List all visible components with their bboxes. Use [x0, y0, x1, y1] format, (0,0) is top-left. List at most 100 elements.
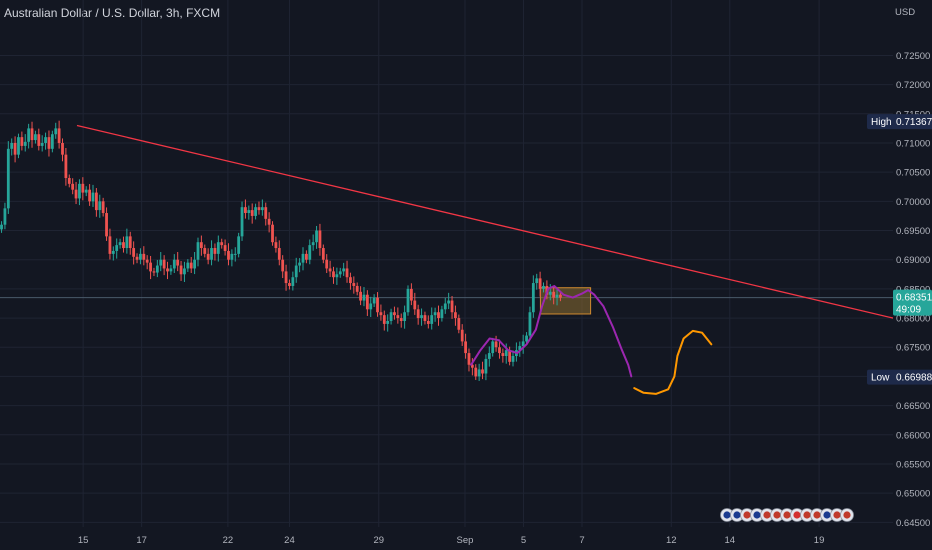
candle [139, 248, 142, 265]
candle [250, 203, 254, 224]
candle [447, 292, 451, 310]
svg-text:0.71367: 0.71367 [896, 117, 932, 128]
candle [491, 337, 495, 357]
candle [277, 240, 281, 266]
candle [6, 141, 10, 214]
flag-au-icon[interactable] [730, 508, 744, 522]
candle [98, 194, 102, 218]
candle [84, 186, 88, 197]
candle [386, 314, 390, 332]
price-tick-label: 0.72500 [896, 51, 930, 62]
candle [230, 249, 234, 267]
candle [437, 305, 440, 326]
candle [271, 221, 274, 246]
candle [454, 305, 457, 326]
candle [179, 260, 183, 281]
forecast-path-purple[interactable] [470, 285, 596, 366]
candle [426, 315, 430, 329]
flag-us-icon[interactable] [830, 508, 844, 522]
candle [145, 255, 149, 270]
svg-text:49:09: 49:09 [896, 305, 921, 316]
price-axis-bg [893, 0, 932, 550]
candle [223, 239, 227, 256]
candle [47, 130, 51, 157]
candle [555, 288, 559, 306]
candle [355, 282, 359, 296]
high-tag: High 0.71367 [867, 114, 932, 130]
candle [464, 333, 467, 359]
candle [91, 184, 95, 207]
candle [81, 177, 85, 201]
time-tick-label: 24 [284, 535, 295, 546]
price-tick-label: 0.65000 [896, 489, 930, 500]
last-price-tag: 0.68351 49:09 [893, 289, 932, 316]
forecast-paths[interactable] [470, 285, 713, 395]
price-tick-label: 0.71000 [896, 138, 930, 149]
candle [518, 341, 522, 357]
svg-text:0.68351: 0.68351 [896, 293, 932, 304]
candle [88, 184, 92, 206]
supply-zone [539, 287, 592, 315]
candle [511, 350, 515, 367]
candle [115, 238, 119, 259]
candle [240, 201, 244, 241]
candle [352, 276, 356, 294]
flag-us-icon[interactable] [770, 508, 784, 522]
candle [257, 201, 261, 215]
forecast-path-orange[interactable] [633, 329, 713, 395]
candle [254, 203, 257, 220]
candle [481, 361, 484, 380]
candle [220, 238, 224, 249]
candle [74, 181, 78, 205]
candle [420, 308, 423, 326]
flag-us-icon[interactable] [760, 508, 774, 522]
time-axis[interactable]: 15 17 22 24 29 Sep 5 7 12 14 19 [78, 535, 825, 546]
candle [430, 307, 434, 330]
candle [186, 259, 190, 272]
candle [159, 252, 163, 272]
candle [291, 271, 295, 291]
candle [108, 228, 112, 260]
candle [172, 254, 176, 274]
candle [552, 287, 556, 305]
forecast-path-purple-2[interactable] [593, 293, 633, 378]
candles [0, 120, 562, 381]
candle [487, 346, 491, 367]
candle [40, 135, 44, 152]
flag-au-icon[interactable] [750, 508, 764, 522]
flag-us-icon[interactable] [840, 508, 854, 522]
candle [298, 258, 302, 273]
candle [94, 188, 98, 217]
time-tick-label: 12 [666, 535, 677, 546]
candle [301, 247, 305, 271]
candle [288, 279, 291, 290]
event-markers[interactable] [720, 508, 854, 522]
candle [335, 267, 339, 285]
grid-lines [0, 0, 893, 527]
price-tick-label: 0.70500 [896, 168, 930, 179]
candle [233, 247, 237, 262]
candle [359, 286, 362, 306]
chart-title: Australian Dollar / U.S. Dollar, 3h, FXC… [4, 6, 221, 20]
candle [409, 283, 413, 306]
candle [206, 248, 210, 265]
candle [61, 138, 64, 162]
candle [318, 223, 322, 256]
candle [135, 253, 139, 264]
candle [227, 243, 230, 266]
candle [416, 304, 420, 325]
flag-us-icon[interactable] [800, 508, 814, 522]
candle [399, 313, 403, 328]
trendline[interactable] [76, 124, 894, 319]
svg-text:Low: Low [871, 373, 890, 384]
price-tick-label: 0.72000 [896, 80, 930, 91]
candle [142, 246, 146, 266]
candle [477, 363, 481, 381]
candle [535, 273, 539, 290]
candle [166, 261, 169, 280]
candle [321, 244, 325, 264]
candle [413, 292, 417, 315]
time-axis-bg [0, 527, 893, 550]
candle [152, 267, 156, 277]
